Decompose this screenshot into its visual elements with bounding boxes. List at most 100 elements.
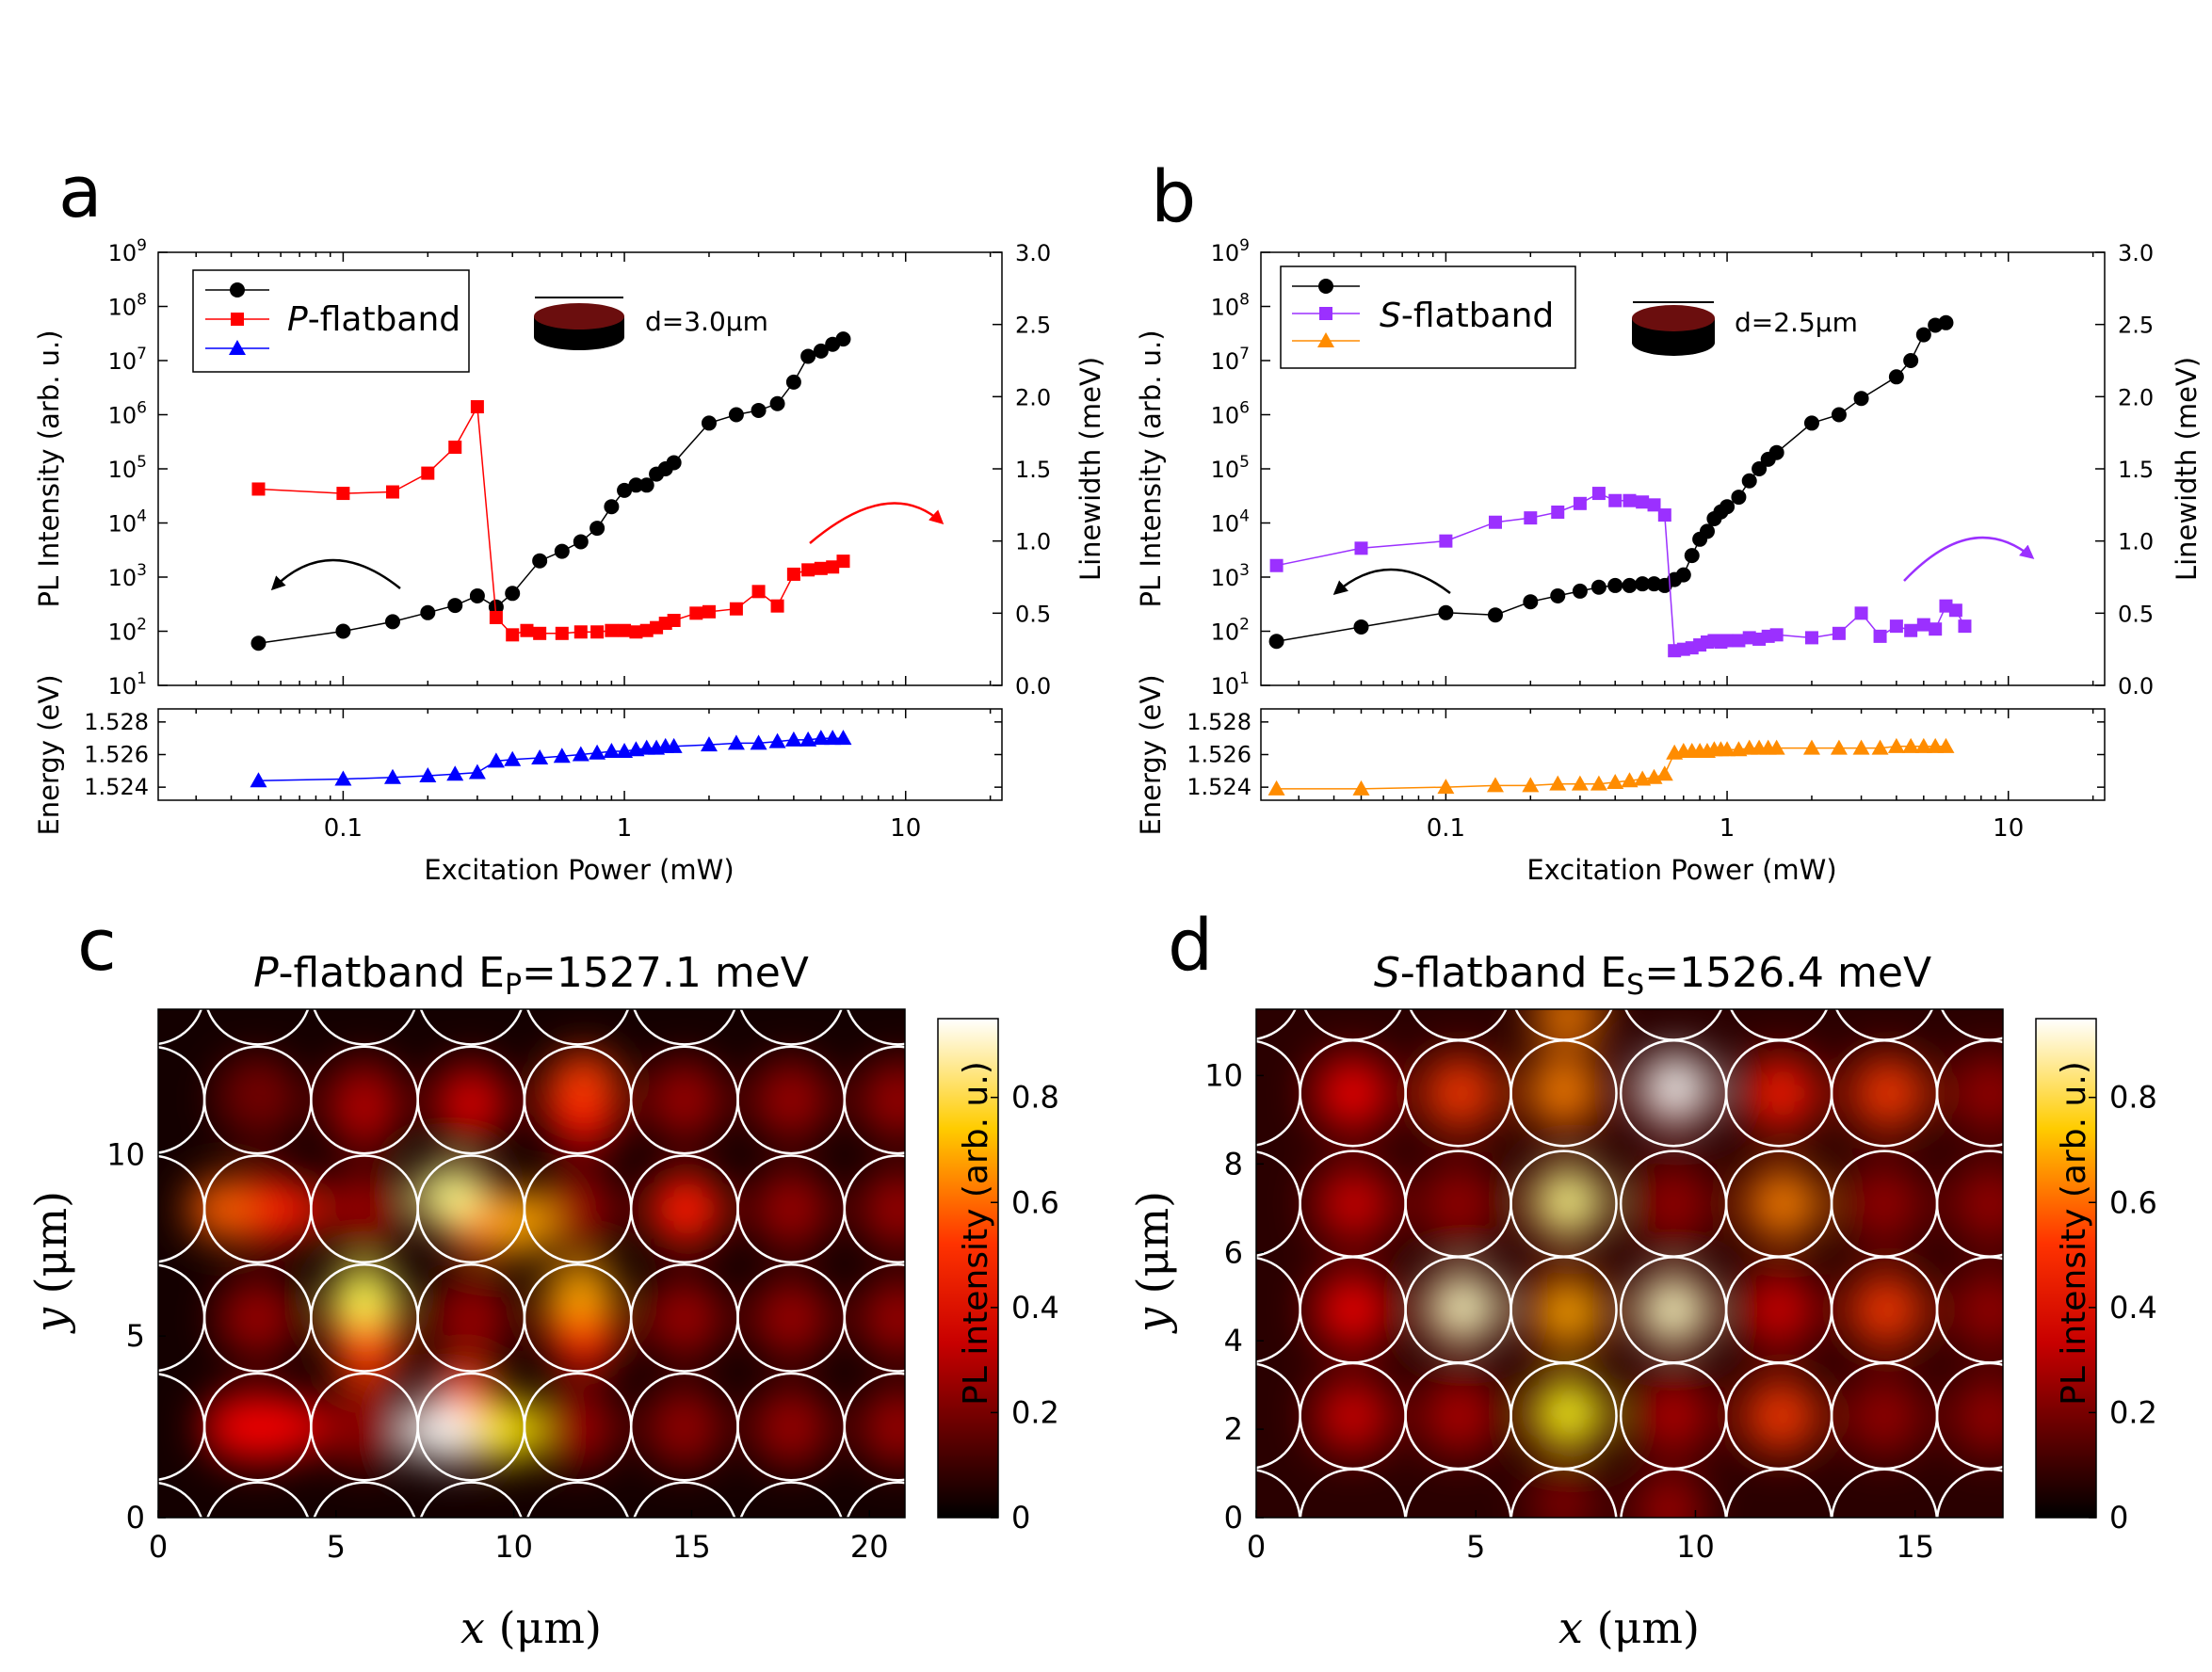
intensity-point [1675, 567, 1691, 583]
intensity-hotspot [1433, 1276, 1501, 1335]
energy-tick-label: 1.526 [1187, 742, 1251, 768]
pillar-glow [751, 1277, 832, 1358]
intensity-hotspot [1323, 1174, 1392, 1233]
x-tick-label: 10 [494, 1529, 533, 1565]
intensity-point [1607, 577, 1623, 593]
linewidth-point [629, 625, 643, 639]
linewidth-point [1269, 558, 1284, 572]
panel-label-a: a [58, 150, 103, 233]
series-line [258, 404, 844, 636]
pillar-outline [843, 1154, 905, 1264]
colorbar-gradient-c [937, 1018, 999, 1519]
energy-point [572, 746, 589, 762]
linewidth-point [1623, 493, 1637, 507]
energy-point [1655, 765, 1673, 781]
linewidth-point [1916, 618, 1930, 632]
intensity-point [1915, 327, 1931, 343]
intensity-hotspot [1539, 1169, 1607, 1230]
x-axis-label-b: Excitation Power (mW) [1526, 854, 1836, 886]
linewidth-point [605, 623, 619, 637]
energy-point [383, 768, 401, 784]
energy-point [1352, 780, 1370, 796]
linewidth-point [702, 604, 716, 619]
pillar-outline [843, 1372, 905, 1482]
legend-label-a: P-flatband [287, 300, 460, 339]
y-tick-label: 10 [1204, 1057, 1243, 1093]
energy-point [1768, 739, 1785, 755]
pillar-outline [633, 1009, 736, 1046]
pillar-outline [206, 1481, 310, 1518]
energy-point [468, 764, 486, 780]
energy-point [1937, 737, 1955, 753]
legend-marker-square [231, 313, 244, 326]
energy-point [784, 731, 802, 747]
x-tick-label: 0 [1247, 1529, 1266, 1565]
energy-point [1719, 741, 1736, 757]
energy-point [824, 730, 842, 746]
pillar-outline [739, 1009, 843, 1046]
intensity-hotspot [1318, 1063, 1387, 1123]
intensity-point [384, 614, 400, 630]
pillar-outline [1935, 1150, 2003, 1258]
map-title-d: S-flatband ES=1526.4 meV [1374, 949, 1931, 1002]
x-axis-label-a: Excitation Power (mW) [424, 854, 734, 886]
energy-point [1887, 737, 1905, 753]
energy-point [665, 737, 683, 753]
legend-marker-square [1319, 307, 1332, 320]
panel-b: b 0.1 1 101011021031041051061071081090.00.… [1135, 154, 2203, 886]
intensity-point [666, 455, 682, 471]
x-tick-label: 5 [327, 1529, 346, 1565]
intensity-point [1888, 369, 1904, 385]
pillar-outline [1834, 1009, 1934, 1041]
colorbar-tick-label: 0.4 [2109, 1290, 2157, 1326]
energy-point [531, 748, 549, 764]
intensity-hotspot [1429, 1386, 1497, 1446]
y-tick-label-right: 0.5 [2118, 601, 2154, 627]
pillar-glow [857, 1277, 905, 1358]
intensity-hotspot [1859, 1063, 1928, 1123]
energy-point [1486, 777, 1504, 793]
energy-point [1549, 775, 1567, 791]
energy-point [419, 767, 437, 783]
intensity-point [1684, 548, 1700, 564]
intensity-point [1635, 576, 1651, 592]
intensity-point [1720, 499, 1736, 515]
intensity-point [505, 586, 521, 602]
intensity-hotspot [1529, 1059, 1598, 1118]
energy-tick-label: 1.528 [84, 709, 149, 735]
linewidth-point [421, 466, 435, 480]
intensity-hotspot [1635, 1479, 1703, 1518]
energy-point [1871, 739, 1889, 755]
y-tick-label-right: 2.0 [2118, 384, 2154, 410]
linewidth-point [1608, 493, 1623, 507]
legend-a: P-flatband [192, 269, 470, 373]
legend-b: S-flatband [1280, 265, 1576, 369]
pillar-outline [206, 1009, 310, 1046]
energy-point [1571, 775, 1589, 791]
y-tick-label-right: 0.5 [1015, 601, 1051, 627]
intensity-hotspot [187, 1179, 257, 1239]
x-tick-label: 5 [1466, 1529, 1485, 1565]
energy-point [603, 743, 621, 759]
intensity-point [813, 343, 829, 359]
energy-axis-label-b: Energy (eV) [1135, 674, 1167, 835]
linewidth-point [1889, 619, 1903, 634]
intensity-point [617, 482, 633, 498]
colorbar-tick-label: 0 [2109, 1500, 2128, 1535]
linewidth-point [786, 567, 800, 581]
y-tick-label: 6 [1224, 1234, 1243, 1270]
linewidth-point [826, 560, 840, 574]
x-axis-label-c: x (μm) [460, 1602, 602, 1653]
intensity-hotspot [1854, 1279, 1923, 1340]
x-tick-label: 15 [672, 1529, 711, 1565]
y-tick-label-right: 0.0 [2118, 673, 2154, 699]
arrow-to-left-axis-a [270, 558, 401, 591]
pillar-outline [633, 1481, 736, 1518]
intensity-point [1572, 583, 1588, 599]
pillar-glow [537, 1386, 619, 1468]
linewidth-point [667, 614, 681, 627]
arrow-to-left-axis-b [1332, 568, 1451, 595]
pillar-outline [846, 1009, 905, 1046]
energy-point [487, 752, 505, 768]
